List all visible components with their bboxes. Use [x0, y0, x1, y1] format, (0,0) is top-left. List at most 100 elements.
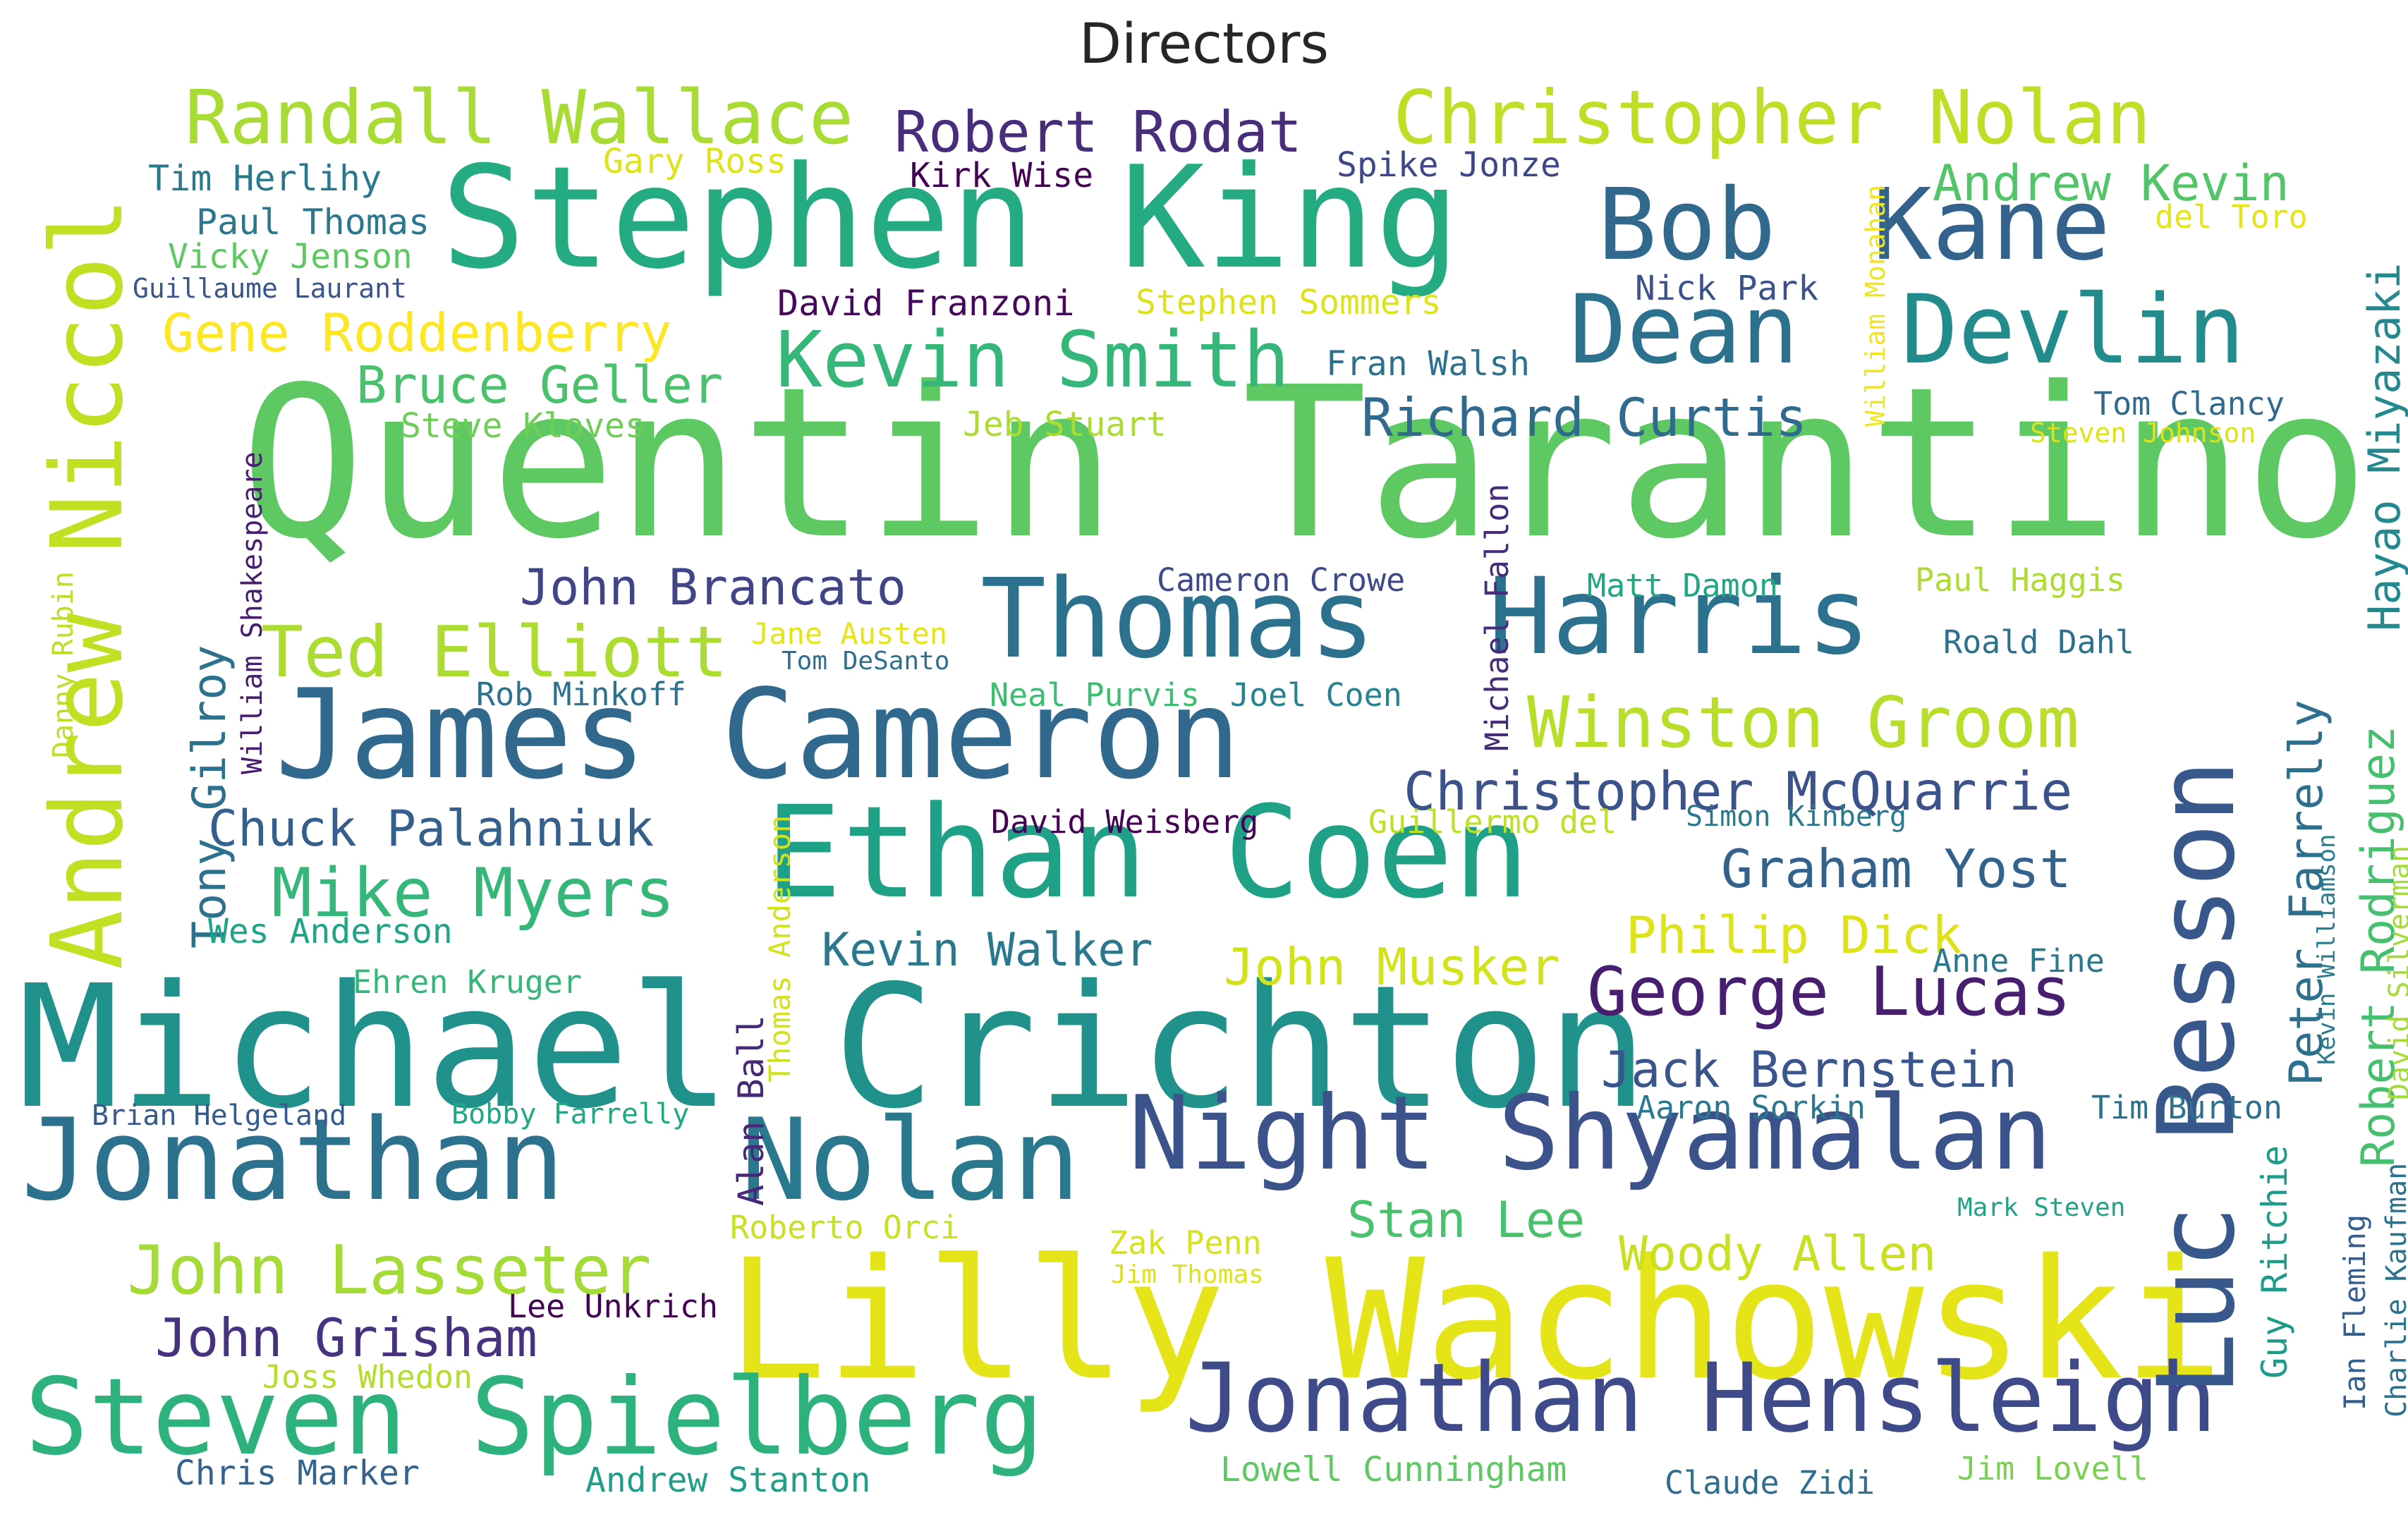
- word-lilly-wachowski: Lilly Wachowski: [726, 1224, 2224, 1417]
- word-andrew-stanton: Andrew Stanton: [585, 1461, 871, 1500]
- word-william-monahan: William Monahan: [1860, 184, 1891, 427]
- word-gary-ross: Gary Ross: [603, 142, 787, 181]
- word-fran-walsh: Fran Walsh: [1326, 344, 1530, 384]
- word-wes-anderson: Wes Anderson: [208, 912, 453, 951]
- word-jim-lovell: Jim Lovell: [1957, 1450, 2148, 1487]
- word-luc-besson: Luc Besson: [2136, 759, 2258, 1396]
- word-brian-helgeland: Brian Helgeland: [92, 1099, 347, 1132]
- word-steven-johnson: Steven Johnson: [2030, 417, 2256, 449]
- word-james-cameron: James Cameron: [275, 664, 1241, 807]
- word-mike-myers: Mike Myers: [272, 855, 675, 932]
- word-mark-steven: Mark Steven: [1957, 1193, 2126, 1222]
- word-spike-jonze: Spike Jonze: [1337, 145, 1561, 185]
- word-cameron-crowe: Cameron Crowe: [1157, 561, 1406, 599]
- word-jonathan: Jonathan: [21, 1094, 565, 1226]
- word-night-shyamalan: Night Shyamalan: [1129, 1074, 2053, 1193]
- word-kevin-smith: Kevin Smith: [776, 315, 1290, 405]
- word-winston-groom: Winston Groom: [1527, 681, 2079, 764]
- word-andrew-kevin: Andrew Kevin: [1933, 154, 2290, 212]
- word-william-shakespeare: William Shakespeare: [236, 451, 269, 774]
- word-john-lasseter: John Lasseter: [127, 1232, 652, 1310]
- word-christopher-mcquarrie: Christopher McQuarrie: [1404, 760, 2073, 822]
- word-guillermo-del: Guillermo del: [1368, 803, 1617, 841]
- word-nolan: Nolan: [741, 1094, 1081, 1226]
- word-neal-purvis: Neal Purvis: [990, 676, 1200, 714]
- word-george-lucas: George Lucas: [1587, 953, 2072, 1031]
- word-ehren-kruger: Ehren Kruger: [353, 963, 583, 1001]
- word-danny-rubin: Danny Rubin: [47, 571, 80, 758]
- word-ethan-coen: Ethan Coen: [765, 779, 1530, 927]
- word-charlie-kaufman: Charlie Kaufman: [2380, 1162, 2408, 1418]
- word-john-brancato: John Brancato: [520, 559, 906, 616]
- word-stan-lee: Stan Lee: [1347, 1191, 1586, 1249]
- word-steven-spielberg: Steven Spielberg: [25, 1356, 1044, 1479]
- word-joss-whedon: Joss Whedon: [262, 1358, 473, 1396]
- word-thomas-anderson: Thomas Anderson: [762, 815, 797, 1083]
- word-zak-penn: Zak Penn: [1109, 1224, 1262, 1262]
- word-david-franzoni: David Franzoni: [777, 283, 1075, 324]
- word-robert-rodat: Robert Rodat: [894, 99, 1302, 165]
- word-hayao-miyazaki: Hayao Miyazaki: [2359, 262, 2408, 631]
- word-ian-fleming: Ian Fleming: [2337, 1214, 2372, 1410]
- word-jonathan-hensleigh: Jonathan Hensleigh: [1185, 1343, 2217, 1453]
- word-vicky-jenson: Vicky Jenson: [168, 237, 413, 276]
- word-matt-damon: Matt Damon: [1587, 567, 1778, 604]
- word-harris: Harris: [1488, 556, 1871, 678]
- word-jane-austen: Jane Austen: [751, 616, 948, 651]
- word-jim-thomas: Jim Thomas: [1111, 1260, 1264, 1289]
- word-bruce-geller: Bruce Geller: [356, 355, 724, 415]
- word-roald-dahl: Roald Dahl: [1943, 623, 2134, 661]
- word-chris-marker: Chris Marker: [175, 1453, 420, 1493]
- word-claude-zidi: Claude Zidi: [1665, 1464, 1875, 1501]
- word-john-musker: John Musker: [1224, 937, 1560, 996]
- word-gene-roddenberry: Gene Roddenberry: [162, 302, 672, 364]
- word-graham-yost: Graham Yost: [1721, 838, 2072, 900]
- word-john-grisham: John Grisham: [155, 1307, 537, 1369]
- word-philip-dick: Philip Dick: [1626, 906, 1962, 965]
- word-lee-unkrich: Lee Unkrich: [508, 1288, 719, 1325]
- word-christopher-nolan: Christopher Nolan: [1393, 75, 2151, 161]
- word-chuck-palahniuk: Chuck Palahniuk: [208, 800, 655, 858]
- word-michael-crichton: Michael Crichton: [18, 949, 1648, 1146]
- word-kirk-wise: Kirk Wise: [910, 156, 1094, 195]
- word-bobby-farrelly: Bobby Farrelly: [451, 1098, 690, 1130]
- word-quentin-tarantino: Quentin Tarantino: [240, 342, 2370, 585]
- word-dean: Dean: [1569, 274, 1799, 385]
- word-michael-fallon: Michael Fallon: [1478, 483, 1516, 751]
- word-del-toro: del Toro: [2155, 198, 2308, 236]
- word-woody-allen: Woody Allen: [1619, 1226, 1937, 1282]
- word-guy-ritchie: Guy Ritchie: [2254, 1145, 2295, 1379]
- word-jeb-stuart: Jeb Stuart: [963, 405, 1167, 444]
- word-roberto-orci: Roberto Orci: [730, 1209, 960, 1246]
- word-anne-fine: Anne Fine: [1933, 942, 2105, 980]
- word-stephen-sommers: Stephen Sommers: [1136, 283, 1442, 322]
- word-devlin: Devlin: [1901, 274, 2245, 385]
- word-paul-haggis: Paul Haggis: [1915, 561, 2126, 599]
- word-kevin-williamson: Kevin Williamson: [2313, 834, 2341, 1065]
- word-rob-minkoff: Rob Minkoff: [476, 676, 687, 713]
- word-simon-kinberg: Simon Kinberg: [1686, 800, 1907, 833]
- word-jack-bernstein: Jack Bernstein: [1601, 1041, 2018, 1099]
- word-tim-herlihy: Tim Herlihy: [148, 158, 382, 199]
- word-steve-kloves: Steve Kloves: [401, 406, 645, 446]
- word-tom-clancy: Tom Clancy: [2093, 385, 2285, 422]
- word-tony-gilroy: Tony Gilroy: [183, 645, 236, 949]
- word-bob: Bob: [1598, 168, 1776, 283]
- word-nick-park: Nick Park: [1635, 269, 1819, 308]
- word-ted-elliott: Ted Elliott: [261, 611, 729, 693]
- word-tim-burton: Tim Burton: [2091, 1089, 2282, 1126]
- figure-title: Directors: [1079, 13, 1329, 76]
- word-david-silverman: David Silverman: [2383, 845, 2408, 1100]
- word-guillaume-laurant: Guillaume Laurant: [133, 273, 407, 304]
- word-aaron-sorkin: Aaron Sorkin: [1636, 1089, 1866, 1126]
- word-stephen-king: Stephen King: [441, 136, 1460, 300]
- word-thomas: Thomas: [980, 555, 1375, 683]
- word-joel-coen: Joel Coen: [1230, 676, 1402, 714]
- word-lowell-cunningham: Lowell Cunningham: [1220, 1450, 1567, 1489]
- word-tom-desanto: Tom DeSanto: [782, 647, 950, 676]
- word-david-weisberg: David Weisberg: [991, 803, 1259, 841]
- word-kevin-walker: Kevin Walker: [822, 924, 1153, 977]
- word-randall-wallace: Randall Wallace: [185, 75, 854, 161]
